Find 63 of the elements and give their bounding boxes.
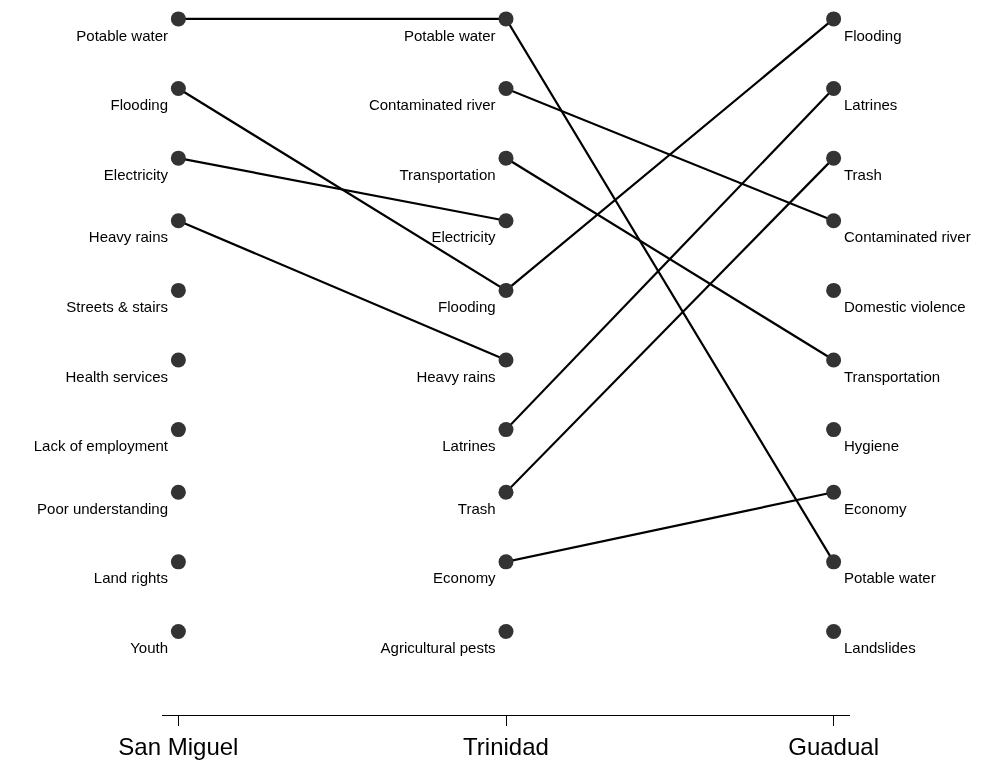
point xyxy=(498,282,514,298)
point xyxy=(498,150,514,166)
point xyxy=(170,352,186,368)
point xyxy=(170,422,186,438)
series-label: Electricity xyxy=(431,228,497,246)
point xyxy=(498,422,514,438)
series-label: Heavy rains xyxy=(88,228,169,246)
point xyxy=(826,282,842,298)
x-tick-label: Trinidad xyxy=(463,732,549,760)
series-label: Contaminated river xyxy=(843,228,971,246)
point xyxy=(170,282,186,298)
point xyxy=(826,213,842,229)
point xyxy=(826,81,842,97)
text: Transportation xyxy=(399,165,496,183)
series-label: Economy xyxy=(843,499,908,517)
series-label: Streets & stairs xyxy=(66,298,169,316)
point xyxy=(170,554,186,570)
point xyxy=(826,484,842,500)
point xyxy=(170,623,186,639)
point xyxy=(826,623,842,639)
series-label: Poor understanding xyxy=(37,499,169,517)
series-label: Youth xyxy=(130,639,169,657)
point xyxy=(498,81,514,97)
series-label: Lack of employment xyxy=(33,437,169,455)
series-label: Hygiene xyxy=(843,437,900,455)
text: Contaminated river xyxy=(368,96,496,114)
text: Heavy rains xyxy=(416,367,496,385)
series-label: Potable water xyxy=(843,569,936,587)
series-label: Health services xyxy=(65,367,169,385)
text: Potable water xyxy=(403,26,496,44)
series-label: Trash xyxy=(843,165,882,183)
point xyxy=(826,150,842,166)
series-label: Flooding xyxy=(843,26,902,44)
point xyxy=(826,352,842,368)
point xyxy=(498,484,514,500)
series-label: Land rights xyxy=(93,569,169,587)
text: Economy xyxy=(433,569,496,587)
series-label: Transportation xyxy=(843,367,941,385)
point xyxy=(170,484,186,500)
text: Electricity xyxy=(103,165,169,183)
point xyxy=(498,352,514,368)
point xyxy=(498,213,514,229)
text: Latrines xyxy=(442,437,496,455)
x-tick-label: San Miguel xyxy=(118,732,239,760)
series-label: Domestic violence xyxy=(843,298,966,316)
point xyxy=(826,422,842,438)
series-label: Agricultural pests xyxy=(380,639,496,657)
point xyxy=(170,213,186,229)
point xyxy=(498,554,514,570)
series-label: Latrines xyxy=(843,96,898,114)
text: Trash xyxy=(457,499,496,517)
point xyxy=(170,150,186,166)
point xyxy=(498,623,514,639)
text: Flooding xyxy=(438,298,496,316)
point xyxy=(826,11,842,27)
series-label: Landslides xyxy=(843,639,916,657)
text: Potable water xyxy=(76,26,169,44)
point xyxy=(498,11,514,27)
point xyxy=(170,11,186,27)
text: Flooding xyxy=(110,96,169,114)
point xyxy=(170,81,186,97)
x-tick-label: Guadual xyxy=(788,732,879,760)
point xyxy=(826,554,842,570)
